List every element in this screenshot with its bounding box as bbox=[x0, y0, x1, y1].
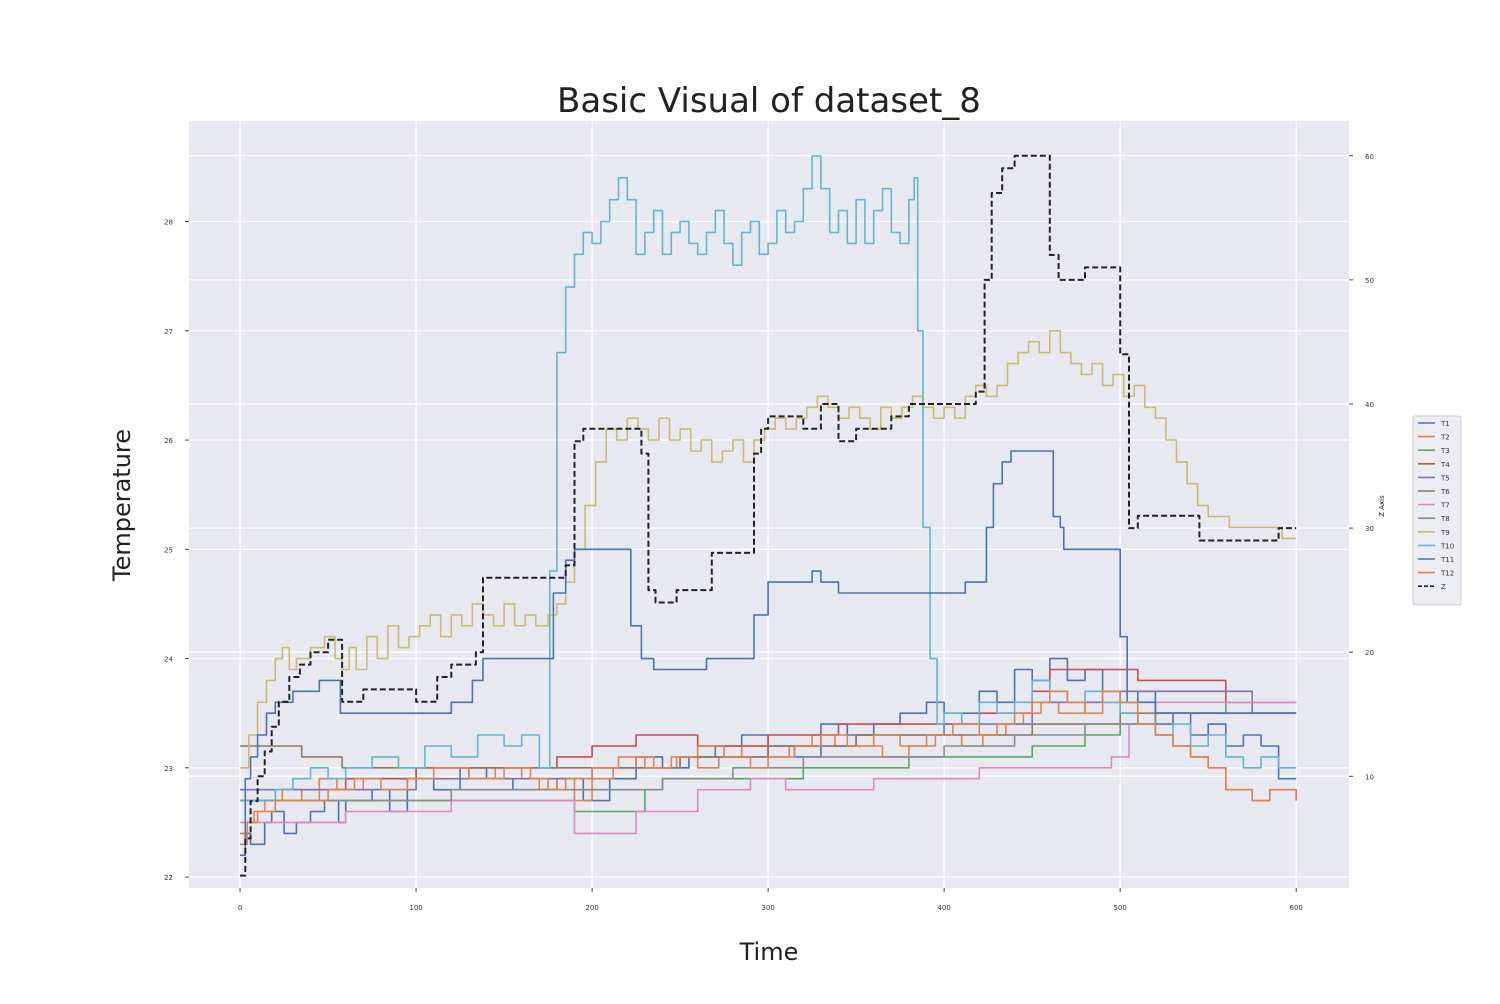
y-tick-label: 22 bbox=[164, 874, 173, 882]
legend-label-t10: T10 bbox=[1440, 542, 1454, 550]
y2-axis-label: Z Axis bbox=[1378, 495, 1386, 517]
legend-label-t4: T4 bbox=[1440, 461, 1450, 469]
legend-label-t11: T11 bbox=[1440, 556, 1454, 564]
legend-label-t1: T1 bbox=[1440, 420, 1450, 428]
legend-label-t7: T7 bbox=[1440, 502, 1450, 510]
legend: T1 T2 T3 T4 T5 T6 T7 T8 T9 T10 T11 T12 Z bbox=[1412, 415, 1462, 606]
y2-tick-label: 60 bbox=[1365, 153, 1374, 161]
series-line-t12 bbox=[240, 690, 1297, 846]
legend-label-t3: T3 bbox=[1440, 447, 1450, 455]
y-tick-label: 26 bbox=[164, 437, 173, 445]
chart-title: Basic Visual of dataset_8 bbox=[557, 81, 981, 121]
grid-lines bbox=[189, 121, 1349, 888]
legend-label-t2: T2 bbox=[1440, 434, 1450, 442]
series-line-t11 bbox=[240, 450, 1297, 846]
x-tick-label: 300 bbox=[761, 904, 774, 912]
legend-label-t6: T6 bbox=[1440, 488, 1450, 496]
y-tick-label: 23 bbox=[164, 765, 173, 773]
x-tick-label: 600 bbox=[1290, 904, 1303, 912]
legend-label-t9: T9 bbox=[1440, 529, 1450, 537]
series-line-t9 bbox=[240, 330, 1297, 769]
y2-tick-label: 40 bbox=[1365, 401, 1374, 409]
legend-label-t12: T12 bbox=[1440, 570, 1454, 578]
y-tick-label: 28 bbox=[164, 219, 173, 227]
y2-tick-label: 30 bbox=[1365, 525, 1374, 533]
x-axis-label: Time bbox=[739, 938, 799, 966]
y-axis-label: Temperature bbox=[108, 429, 136, 582]
y-tick-label: 25 bbox=[164, 546, 173, 554]
plot-background bbox=[189, 121, 1349, 888]
series-line-t10 bbox=[240, 155, 1297, 802]
x-tick-label: 0 bbox=[238, 904, 242, 912]
series-line-t7 bbox=[240, 701, 1297, 835]
y2-tick-label: 50 bbox=[1365, 277, 1374, 285]
x-tick-label: 200 bbox=[585, 904, 598, 912]
y-tick-label: 27 bbox=[164, 328, 173, 336]
series-layer bbox=[240, 154, 1297, 877]
y2-tick-label: 20 bbox=[1365, 649, 1374, 657]
legend-label-t8: T8 bbox=[1440, 515, 1450, 523]
ticks-layer: 0 100 200 300 400 500 600 22 23 24 25 26 27 28 10 20 30 4… bbox=[164, 153, 1374, 912]
legend-label-t5: T5 bbox=[1440, 474, 1450, 482]
y2-tick-label: 10 bbox=[1365, 773, 1374, 781]
series-line-z bbox=[240, 154, 1297, 877]
x-tick-label: 100 bbox=[409, 904, 422, 912]
y-tick-label: 24 bbox=[164, 656, 173, 664]
x-tick-label: 500 bbox=[1113, 904, 1126, 912]
x-tick-label: 400 bbox=[937, 904, 950, 912]
legend-label-z: Z bbox=[1441, 583, 1446, 591]
series-line-t8 bbox=[240, 712, 1297, 802]
series-line-t4 bbox=[240, 668, 1297, 802]
